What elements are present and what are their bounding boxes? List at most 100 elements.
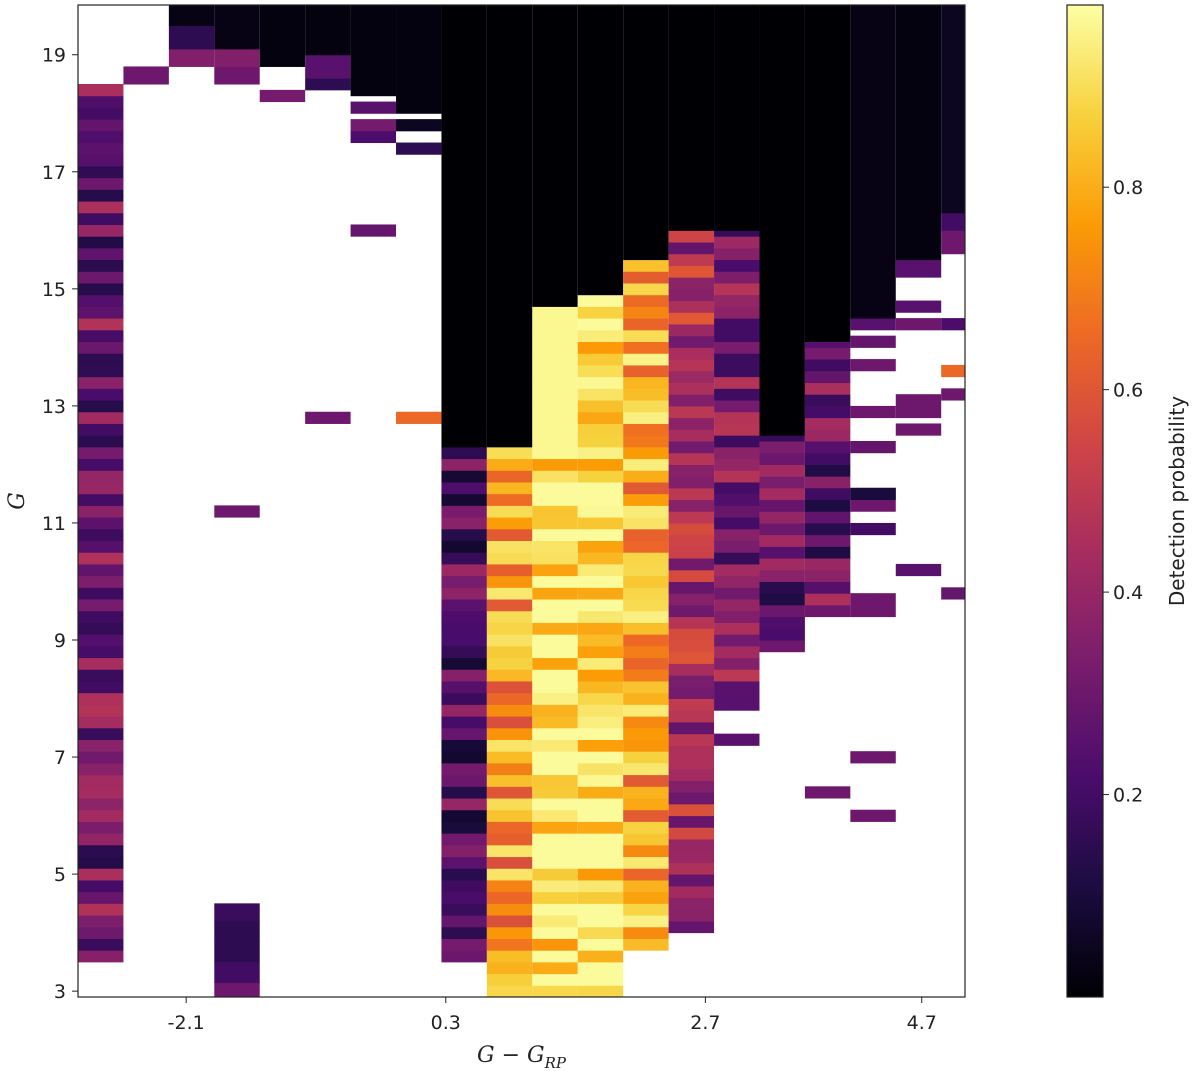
heatmap-cell — [532, 950, 578, 963]
heatmap-cell — [668, 441, 715, 454]
heatmap-cell — [532, 856, 578, 869]
heatmap-cell — [532, 645, 578, 659]
heatmap-cell — [804, 546, 851, 559]
heatmap-cell — [623, 727, 669, 740]
heatmap-cell — [486, 973, 533, 986]
heatmap-cell — [78, 470, 124, 483]
y-tick-label: 3 — [54, 981, 66, 1003]
heatmap-cell — [78, 130, 124, 144]
heatmap-cell — [214, 961, 260, 983]
heatmap-cell — [486, 528, 533, 542]
heatmap-cell — [759, 569, 805, 582]
heatmap-cell — [441, 517, 487, 530]
heatmap-cell — [486, 481, 533, 495]
heatmap-cell — [850, 359, 896, 372]
heatmap-cell — [668, 429, 715, 442]
heatmap-cell — [577, 446, 624, 460]
heatmap-cell — [78, 247, 124, 261]
heatmap-cell — [623, 423, 669, 436]
heatmap-cell — [577, 727, 624, 740]
heatmap-cell — [714, 236, 760, 249]
heatmap-cell — [577, 669, 624, 682]
heatmap-cell — [623, 634, 669, 647]
heatmap-cell — [668, 288, 715, 302]
plot-frame — [77, 4, 966, 998]
heatmap-cell — [441, 563, 487, 577]
heatmap-cell — [532, 915, 578, 928]
heatmap-cell — [441, 493, 487, 506]
heatmap-cell — [396, 5, 442, 114]
heatmap-cell — [759, 628, 805, 641]
heatmap-cell — [577, 435, 624, 448]
heatmap-cell — [668, 885, 715, 899]
heatmap-cell — [78, 154, 124, 167]
heatmap-cell — [895, 563, 942, 577]
heatmap-cell — [668, 581, 715, 594]
heatmap-cell — [532, 435, 578, 448]
heatmap-cell — [441, 657, 487, 670]
heatmap-cell — [668, 780, 715, 793]
heatmap-cell — [577, 575, 624, 588]
heatmap-cell — [577, 739, 624, 752]
heatmap-cell — [78, 423, 124, 436]
heatmap-cell — [441, 481, 487, 495]
heatmap-cell — [577, 563, 624, 577]
heatmap-cell — [577, 961, 624, 975]
heatmap-cell — [486, 517, 533, 530]
heatmap-cell — [668, 534, 715, 547]
heatmap-cell — [78, 727, 124, 740]
heatmap-cell — [441, 669, 487, 682]
heatmap-cell — [714, 411, 760, 424]
heatmap-cell — [623, 926, 669, 939]
heatmap-cell — [668, 464, 715, 477]
heatmap-cell — [78, 165, 124, 179]
heatmap-cell — [623, 645, 669, 659]
heatmap-cell — [441, 528, 487, 542]
heatmap-cell — [668, 757, 715, 770]
heatmap-cell — [486, 5, 533, 448]
heatmap-cell — [486, 809, 533, 822]
heatmap-cell — [714, 733, 760, 746]
heatmap-cell — [486, 599, 533, 612]
heatmap-cell — [759, 581, 805, 594]
heatmap-cell — [714, 575, 760, 588]
y-axis-ticks: 3 5 7 9 11 13 15 17 19 — [42, 45, 78, 1003]
heatmap-cell — [532, 751, 578, 764]
heatmap-cell — [577, 318, 624, 331]
heatmap-cell — [486, 868, 533, 881]
heatmap-cell — [78, 774, 124, 787]
heatmap-cell — [577, 809, 624, 822]
heatmap-cell — [941, 318, 965, 331]
heatmap-cell — [668, 323, 715, 337]
heatmap-cell — [668, 909, 715, 922]
heatmap-cell — [486, 552, 533, 565]
heatmap-cell — [532, 961, 578, 975]
heatmap-cell — [577, 306, 624, 319]
heatmap-cell — [78, 306, 124, 319]
heatmap-cell — [441, 587, 487, 600]
heatmap-cell — [668, 663, 715, 676]
heatmap-cell — [623, 400, 669, 413]
heatmap-cell — [532, 985, 578, 998]
heatmap-cell — [850, 751, 896, 764]
x-tick-label: 4.7 — [907, 1012, 937, 1034]
heatmap-cell — [623, 259, 669, 272]
heatmap-cell — [78, 411, 124, 424]
heatmap-cell — [714, 657, 760, 670]
heatmap-cell — [78, 107, 124, 120]
heatmap-cell — [714, 294, 760, 307]
heatmap-cell — [668, 242, 715, 255]
heatmap-cell — [532, 938, 578, 951]
heatmap-cell — [577, 868, 624, 881]
heatmap-cell — [577, 926, 624, 939]
heatmap-cell — [78, 177, 124, 190]
heatmap-cell — [577, 716, 624, 729]
heatmap-cell — [441, 926, 487, 939]
heatmap-cell — [623, 517, 669, 530]
heatmap-cell — [668, 300, 715, 313]
heatmap-cell — [668, 827, 715, 840]
heatmap-cell — [78, 493, 124, 506]
heatmap-cell — [668, 792, 715, 805]
heatmap-cell — [804, 569, 851, 582]
heatmap-cell — [441, 610, 487, 623]
